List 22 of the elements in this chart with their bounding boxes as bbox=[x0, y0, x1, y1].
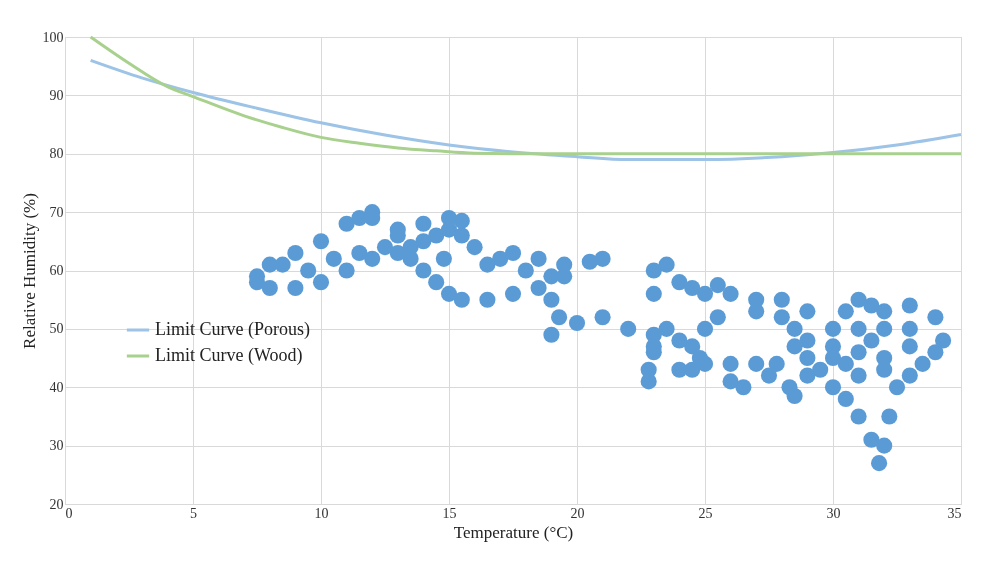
y-tick-label: 50 bbox=[49, 321, 64, 337]
x-axis-title: Temperature (°C) bbox=[453, 522, 574, 542]
x-tick-label: 35 bbox=[947, 505, 962, 521]
y-tick-label: 60 bbox=[49, 263, 64, 278]
y-tick-label: 80 bbox=[49, 146, 64, 162]
x-tick-label: 10 bbox=[314, 505, 329, 521]
x-tick-label: 5 bbox=[190, 505, 197, 521]
legend-label: Limit Curve (Wood) bbox=[155, 345, 303, 366]
line-series bbox=[89, 35, 963, 156]
legend-label: Limit Curve (Porous) bbox=[155, 319, 310, 340]
line-series bbox=[89, 58, 963, 162]
y-axis-title: Relative Humidity (%) bbox=[19, 193, 39, 349]
x-tick-label: 0 bbox=[65, 505, 73, 521]
y-tick-label: 30 bbox=[49, 438, 64, 454]
x-tick-label: 15 bbox=[442, 505, 457, 521]
y-tick-label: 40 bbox=[49, 379, 64, 395]
x-tick-label: 25 bbox=[698, 505, 713, 521]
x-tick-label: 20 bbox=[570, 505, 585, 521]
x-tick-label: 30 bbox=[826, 505, 841, 521]
y-tick-label: 100 bbox=[42, 29, 64, 45]
y-tick-label: 70 bbox=[49, 204, 64, 220]
y-tick-label: 90 bbox=[49, 87, 64, 103]
